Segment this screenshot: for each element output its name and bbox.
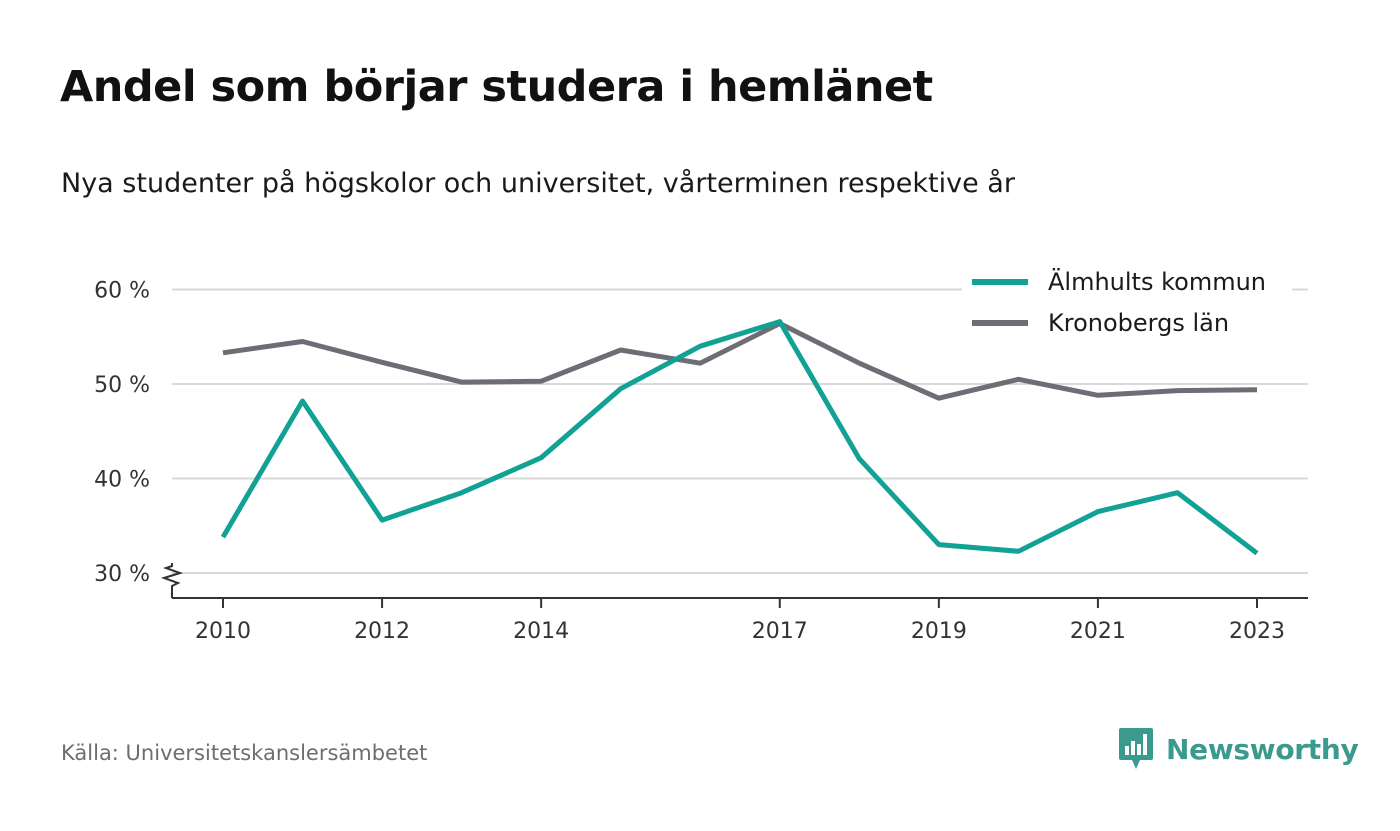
x-tick-label: 2019 — [911, 619, 967, 644]
line-chart: 30 % 40 % 50 % 60 % 2010 2012 2014 2017 2019 2021… — [94, 262, 1308, 644]
x-tick-label: 2023 — [1229, 619, 1285, 644]
x-tick-label: 2010 — [195, 619, 251, 644]
y-tick-label: 50 % — [94, 373, 150, 398]
legend-label: Älmhults kommun — [1048, 267, 1266, 296]
x-tick-label: 2014 — [513, 619, 569, 644]
series-line-1 — [220, 319, 1259, 556]
source-note: Källa: Universitetskanslersämbetet — [61, 741, 428, 765]
y-tick-label: 30 % — [94, 562, 150, 587]
newsworthy-logo-icon — [1119, 728, 1153, 769]
chart-title: Andel som börjar studera i hemlänet — [60, 62, 933, 112]
y-tick-label: 60 % — [94, 279, 150, 304]
legend-background — [962, 262, 1292, 342]
x-tick-label: 2021 — [1070, 619, 1126, 644]
brand-logo: Newsworthy — [1118, 727, 1359, 771]
x-tick-label: 2012 — [354, 619, 410, 644]
y-tick-label: 40 % — [94, 468, 150, 493]
brand-name: Newsworthy — [1166, 732, 1359, 766]
legend-label: Kronobergs län — [1048, 309, 1229, 337]
x-tick-label: 2017 — [752, 619, 808, 644]
chart-subtitle: Nya studenter på högskolor och universit… — [61, 168, 1015, 199]
y-axis-break-icon — [160, 563, 184, 598]
series-line-2 — [222, 321, 1258, 401]
